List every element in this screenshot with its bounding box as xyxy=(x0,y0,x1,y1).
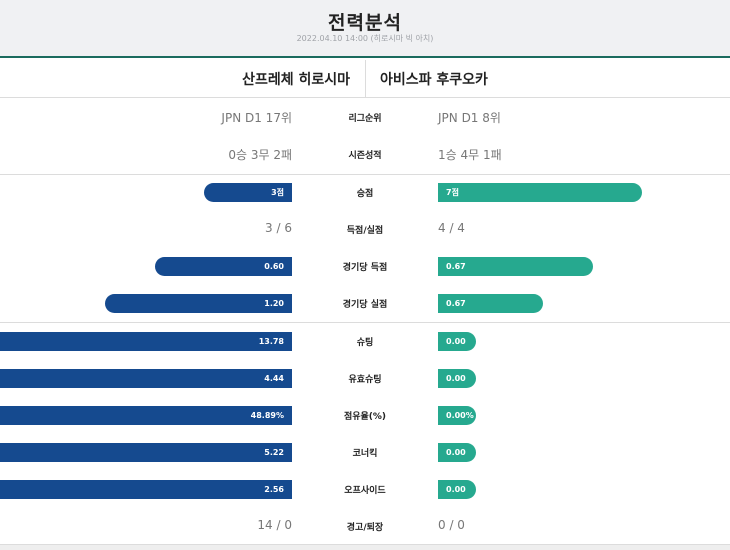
away-offsides-bar: 0.00 xyxy=(438,480,476,499)
section-divider xyxy=(0,174,730,175)
stat-row-corners: 5.22 코너킥 0.00 xyxy=(0,434,730,471)
stat-row-shots: 13.78 슈팅 0.00 xyxy=(0,323,730,360)
conceded-per-game-label: 경기당 실점 xyxy=(342,300,388,310)
away-season-record: 1승 4무 1패 xyxy=(438,148,502,162)
stat-row-season-record: 0승 3무 2패 시즌성적 1승 4무 1패 xyxy=(0,136,730,173)
home-goals: 3 / 6 xyxy=(265,221,292,235)
home-league-rank: JPN D1 17위 xyxy=(221,111,292,125)
stat-row-offsides: 2.56 오프사이드 0.00 xyxy=(0,471,730,508)
points-label: 승점 xyxy=(356,189,374,199)
away-possession-bar: 0.00% xyxy=(438,406,476,425)
stat-row-goals-per-game: 0.60 경기당 득점 0.67 xyxy=(0,248,730,285)
home-offsides-bar: 2.56 xyxy=(0,480,292,499)
match-info: 2022.04.10 14:00 (히로시마 빅 아치) xyxy=(296,34,434,43)
away-league-rank: JPN D1 8위 xyxy=(438,111,501,125)
season-record-label: 시즌성적 xyxy=(348,151,382,161)
section-divider xyxy=(0,322,730,323)
home-cards: 14 / 0 xyxy=(257,518,292,532)
away-points-bar: 7점 xyxy=(438,183,642,202)
home-conceded-per-game-bar: 1.20 xyxy=(105,294,292,313)
stat-row-possession: 48.89% 점유율(%) 0.00% xyxy=(0,397,730,434)
offsides-label: 오프사이드 xyxy=(344,486,386,496)
stat-row-shots-on-target: 4.44 유효슈팅 0.00 xyxy=(0,360,730,397)
cards-label: 경고/퇴장 xyxy=(346,523,384,533)
home-shots-on-target-bar: 4.44 xyxy=(0,369,292,388)
stat-row-league-rank: JPN D1 17위 리그순위 JPN D1 8위 xyxy=(0,99,730,136)
corners-label: 코너킥 xyxy=(352,449,378,459)
home-season-record: 0승 3무 2패 xyxy=(228,148,292,162)
teams-bar: 산프레체 히로시마 아비스파 후쿠오카 xyxy=(0,60,730,98)
away-goals-per-game-bar: 0.67 xyxy=(438,257,593,276)
away-corners-bar: 0.00 xyxy=(438,443,476,462)
stat-row-conceded-per-game: 1.20 경기당 실점 0.67 xyxy=(0,285,730,322)
goals-label: 득점/실점 xyxy=(346,226,384,236)
home-possession-bar: 48.89% xyxy=(0,406,292,425)
away-goals: 4 / 4 xyxy=(438,221,465,235)
away-shots-on-target-bar: 0.00 xyxy=(438,369,476,388)
home-corners-bar: 5.22 xyxy=(0,443,292,462)
stat-row-points: 3점 승점 7점 xyxy=(0,174,730,211)
shots-label: 슈팅 xyxy=(356,338,374,348)
possession-label: 점유율(%) xyxy=(343,412,387,422)
away-team-name[interactable]: 아비스파 후쿠오카 xyxy=(380,72,488,88)
away-cards: 0 / 0 xyxy=(438,518,465,532)
home-shots-bar: 13.78 xyxy=(0,332,292,351)
stat-row-cards: 14 / 0 경고/퇴장 0 / 0 xyxy=(0,508,730,545)
shots-on-target-label: 유효슈팅 xyxy=(348,375,382,385)
league-rank-label: 리그순위 xyxy=(348,114,382,124)
home-points-bar: 3점 xyxy=(204,183,292,202)
bottom-band xyxy=(0,544,730,550)
stat-row-goals: 3 / 6 득점/실점 4 / 4 xyxy=(0,211,730,248)
away-conceded-per-game-bar: 0.67 xyxy=(438,294,543,313)
goals-per-game-label: 경기당 득점 xyxy=(342,263,388,273)
home-goals-per-game-bar: 0.60 xyxy=(155,257,292,276)
page-header: 전력분석 2022.04.10 14:00 (히로시마 빅 아치) xyxy=(0,0,730,58)
team-divider xyxy=(365,60,366,98)
away-shots-bar: 0.00 xyxy=(438,332,476,351)
home-team-name[interactable]: 산프레체 히로시마 xyxy=(242,72,350,88)
page-title: 전력분석 xyxy=(328,12,402,34)
